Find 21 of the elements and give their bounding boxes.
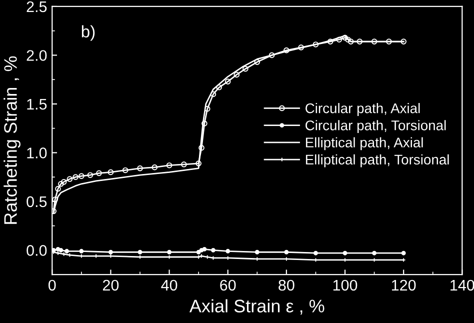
legend-label: Elliptical path, Axial bbox=[306, 137, 423, 150]
y-tick-label: 0.5 bbox=[26, 196, 47, 208]
legend-label: Elliptical path, Torsional bbox=[306, 154, 449, 168]
y-tick-label: 0.0 bbox=[26, 245, 47, 256]
y-tick-label: 2.0 bbox=[26, 50, 47, 61]
y-tick-label: 1.5 bbox=[27, 98, 47, 110]
x-tick-label: 120 bbox=[392, 280, 416, 291]
y-tick-label: 1.0 bbox=[27, 148, 47, 158]
x-tick-label: 40 bbox=[161, 280, 178, 291]
x-tick-label: 20 bbox=[102, 280, 119, 291]
x-tick-label: 80 bbox=[278, 280, 294, 291]
annotation: b) bbox=[82, 25, 95, 41]
x-tick-label: 60 bbox=[220, 280, 236, 291]
x-axis-title: Axial Strain ε , % bbox=[189, 299, 324, 315]
legend-label: Circular path, Torsional bbox=[306, 120, 446, 134]
y-axis-title: Ratcheting Strain , % bbox=[4, 56, 20, 224]
x-tick-label: 0 bbox=[48, 280, 56, 291]
x-tick-label: 100 bbox=[333, 280, 358, 291]
y-tick-label: 2.5 bbox=[26, 1, 47, 12]
x-tick-label: 140 bbox=[450, 280, 474, 291]
legend-label: Circular path, Axial bbox=[306, 103, 420, 116]
